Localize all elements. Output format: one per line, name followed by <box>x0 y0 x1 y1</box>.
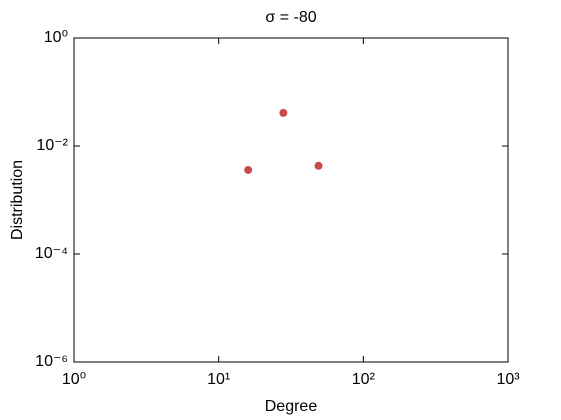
x-tick-label: 10¹ <box>207 371 230 388</box>
plot-frame <box>73 37 509 363</box>
x-tick-label: 10² <box>352 371 376 388</box>
y-tick-label: 10⁻⁴ <box>35 245 68 262</box>
data-point <box>279 108 288 117</box>
y-tick-label: 10⁻² <box>36 137 68 154</box>
x-axis-label: Degree <box>265 398 318 415</box>
data-point <box>314 161 323 170</box>
x-tick-label: 10⁰ <box>62 371 86 388</box>
y-tick-label: 10⁰ <box>44 29 68 46</box>
chart-title: σ = -80 <box>265 9 316 26</box>
y-axis-label: Distribution <box>9 160 26 240</box>
data-point <box>244 165 253 174</box>
y-tick-label: 10⁻⁶ <box>35 353 68 370</box>
x-tick-label: 10³ <box>496 371 520 388</box>
